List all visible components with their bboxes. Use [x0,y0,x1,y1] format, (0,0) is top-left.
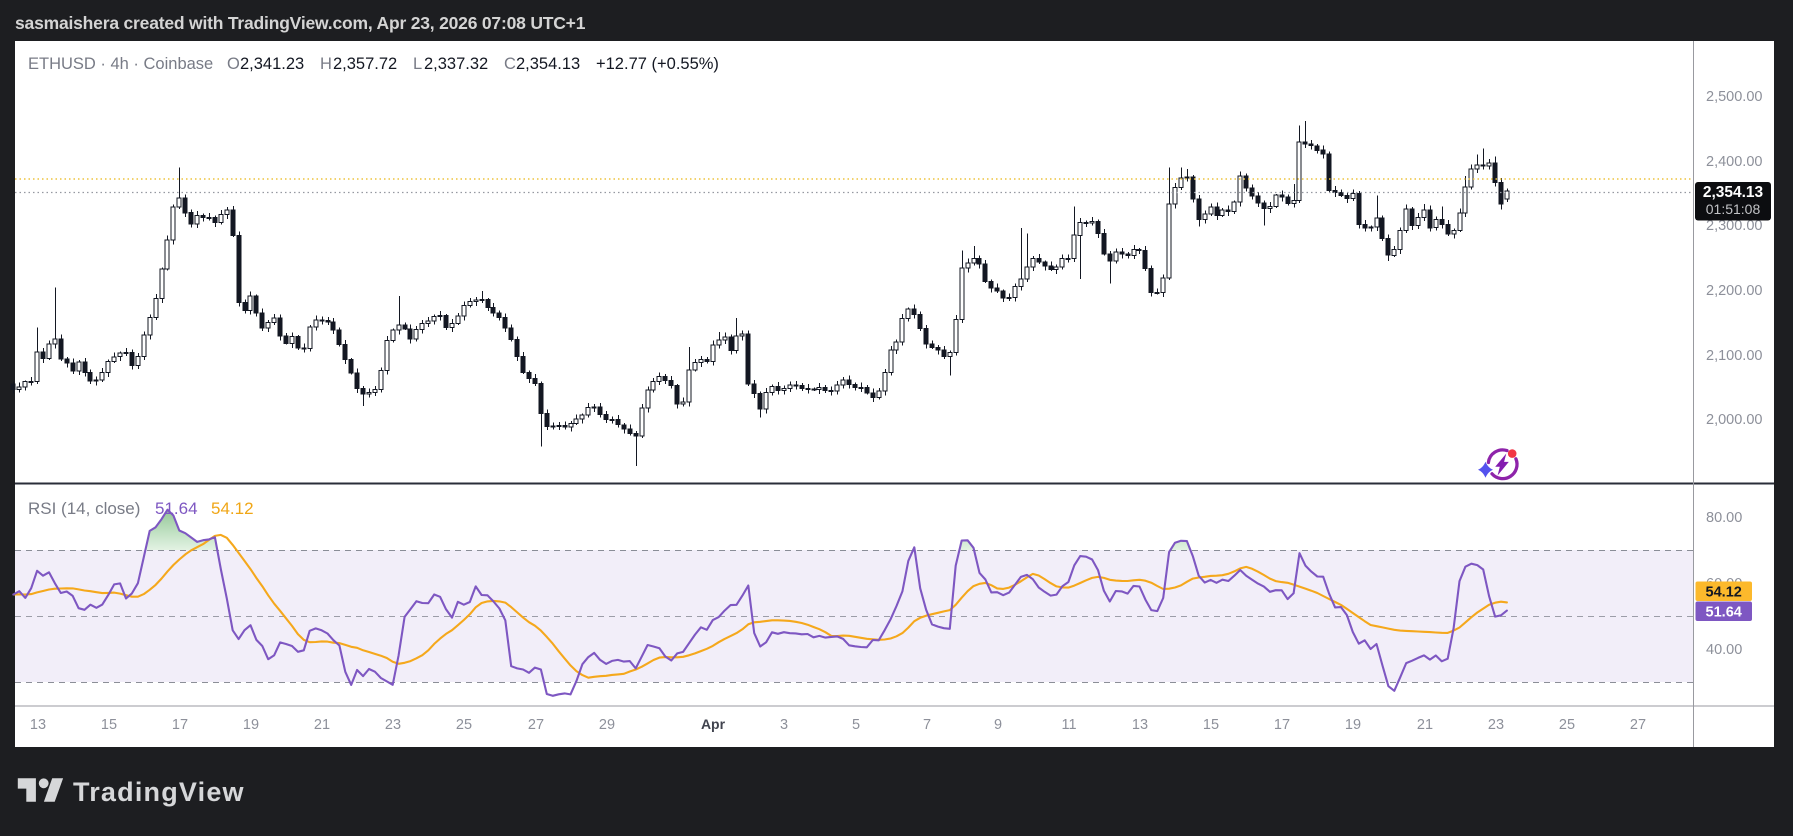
svg-text:80.00: 80.00 [1706,510,1742,526]
svg-text:54.12: 54.12 [211,499,254,518]
svg-text:25: 25 [1559,717,1575,733]
svg-text:54.12: 54.12 [1706,585,1742,601]
svg-text:3: 3 [780,717,788,733]
svg-text:19: 19 [1345,717,1361,733]
svg-text:TradingView: TradingView [73,777,245,807]
svg-text:L: L [413,55,422,73]
svg-text:2,357.72: 2,357.72 [333,55,397,73]
svg-text:13: 13 [30,717,46,733]
svg-text:2,354.13: 2,354.13 [516,55,580,73]
svg-text:17: 17 [172,717,188,733]
svg-text:21: 21 [314,717,330,733]
svg-text:51.64: 51.64 [155,499,198,518]
svg-text:2,000.00: 2,000.00 [1706,412,1762,428]
svg-text:Apr: Apr [701,716,726,732]
svg-text:27: 27 [528,717,544,733]
svg-text:C: C [504,55,516,73]
svg-text:2,354.13: 2,354.13 [1703,184,1764,201]
svg-text:sasmaishera created with Tradi: sasmaishera created with TradingView.com… [15,13,586,33]
svg-text:H: H [320,55,332,73]
svg-text:+12.77 (+0.55%): +12.77 (+0.55%) [596,55,719,73]
svg-text:RSI (14, close): RSI (14, close) [28,499,140,518]
svg-text:7: 7 [923,717,931,733]
svg-text:2,500.00: 2,500.00 [1706,89,1762,105]
svg-text:40.00: 40.00 [1706,642,1742,658]
svg-text:27: 27 [1630,717,1646,733]
svg-text:2,200.00: 2,200.00 [1706,283,1762,299]
svg-text:23: 23 [1488,717,1504,733]
svg-text:19: 19 [243,717,259,733]
svg-text:51.64: 51.64 [1706,605,1742,621]
svg-text:23: 23 [385,717,401,733]
svg-text:01:51:08: 01:51:08 [1706,201,1761,217]
svg-text:9: 9 [994,717,1002,733]
svg-text:2,100.00: 2,100.00 [1706,348,1762,364]
svg-text:2,400.00: 2,400.00 [1706,154,1762,170]
svg-text:15: 15 [101,717,117,733]
svg-text:29: 29 [599,717,615,733]
svg-text:2,300.00: 2,300.00 [1706,218,1762,234]
svg-text:13: 13 [1132,717,1148,733]
svg-text:21: 21 [1417,717,1433,733]
svg-text:O: O [227,55,240,73]
svg-text:11: 11 [1061,717,1076,733]
svg-text:5: 5 [852,717,860,733]
svg-text:25: 25 [456,717,472,733]
svg-text:17: 17 [1274,717,1290,733]
svg-text:2,337.32: 2,337.32 [424,55,488,73]
svg-text:ETHUSD · 4h · Coinbase: ETHUSD · 4h · Coinbase [28,55,213,73]
svg-text:2,341.23: 2,341.23 [240,55,304,73]
svg-text:15: 15 [1203,717,1219,733]
